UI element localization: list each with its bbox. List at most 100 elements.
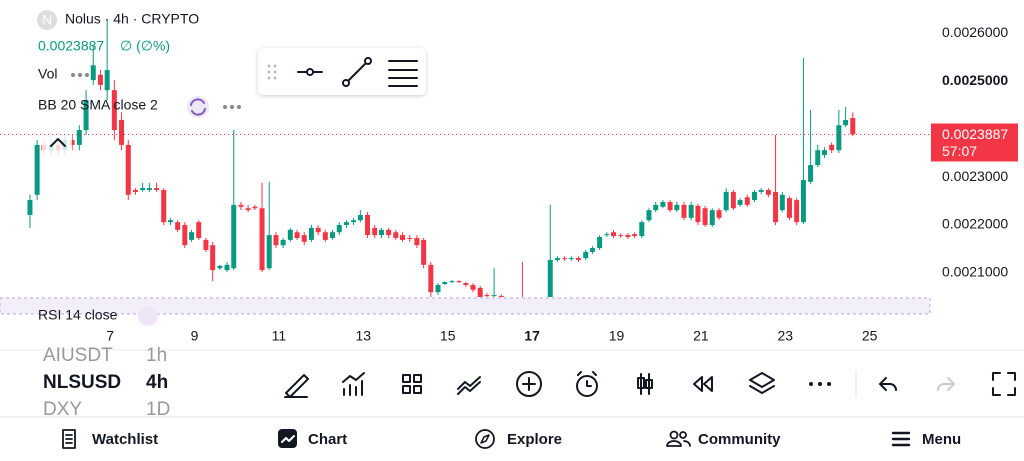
fullscreen[interactable]: [992, 372, 1016, 396]
x-tick-label: 9: [191, 328, 199, 344]
candle-body: [372, 227, 378, 236]
candle-body: [231, 204, 237, 269]
nav-item[interactable]: Community: [698, 431, 781, 448]
tool-add[interactable]: [516, 371, 542, 397]
rsi-label: RSI 14 close: [38, 307, 118, 323]
indicator[interactable]: Vol: [38, 66, 57, 82]
candle-body: [800, 179, 806, 223]
candle-body: [547, 260, 553, 297]
candle-body: [111, 90, 117, 131]
collapse-icon: [50, 138, 66, 147]
redo[interactable]: [937, 377, 955, 391]
candle-body: [322, 232, 328, 240]
watch-interval[interactable]: 4h: [146, 372, 168, 393]
candle-body: [786, 198, 792, 218]
candle-body: [224, 264, 230, 271]
watch-symbol[interactable]: DXY: [43, 399, 82, 420]
nav-item[interactable]: Explore: [507, 431, 562, 448]
watch-interval[interactable]: 1h: [146, 345, 167, 366]
countdown: 57:07: [942, 143, 977, 159]
tool-indicators[interactable]: [342, 372, 365, 396]
candle-body: [266, 235, 272, 269]
rsi-pane: [0, 297, 931, 315]
candle-body: [822, 150, 828, 155]
candle-body: [709, 210, 715, 226]
nav-icon-line: [281, 435, 295, 443]
tool-replay[interactable]: [693, 376, 713, 392]
tool-layers[interactable]: [749, 372, 775, 394]
drawing-toolbar: [258, 48, 426, 95]
candle-body: [850, 118, 856, 135]
nav-item[interactable]: Chart: [308, 431, 347, 448]
nav-icon-needle: [480, 434, 490, 444]
candle-body: [400, 235, 406, 240]
tool-fib[interactable]: [388, 60, 418, 87]
last-price: 0.0023887: [38, 38, 104, 54]
tool-hline[interactable]: [297, 68, 323, 76]
rsi-refresh[interactable]: [138, 306, 158, 326]
candle-body: [132, 190, 138, 192]
refresh-icon: [190, 98, 206, 116]
toolbar: [284, 371, 1016, 398]
candle-body: [815, 150, 821, 166]
tool-layout[interactable]: [402, 374, 422, 394]
candle-body: [456, 281, 462, 283]
candle-body: [273, 235, 279, 246]
candle-body: [308, 227, 314, 240]
axes: 0.0021000 0.0022000 0.0023000 0.0025000 0.00…: [106, 24, 1008, 344]
candle-body: [463, 283, 469, 286]
candle-body: [477, 287, 483, 297]
nav-icon[interactable]: [669, 430, 679, 440]
candle-body: [758, 190, 764, 192]
candle-body: [794, 200, 800, 223]
candle-body: [287, 229, 293, 240]
collapse[interactable]: [42, 128, 72, 156]
tool-draw[interactable]: [284, 374, 309, 398]
x-tick-label: 23: [777, 328, 793, 344]
candle-body: [315, 227, 321, 233]
symbol-title[interactable]: Nolus · 4h · CRYPTO: [65, 11, 199, 27]
watch-symbol[interactable]: NLSUSD: [43, 372, 121, 393]
candle-body: [245, 208, 251, 211]
x-tick-label: 15: [440, 328, 456, 344]
candle-body: [76, 130, 82, 145]
candle-body: [378, 229, 384, 236]
x-tick-label: 13: [356, 328, 372, 344]
tool-alert[interactable]: [576, 375, 598, 397]
tool-trendline[interactable]: [342, 57, 372, 87]
candle-body: [618, 235, 624, 237]
tool-compare[interactable]: [457, 376, 481, 395]
nav-icon[interactable]: [891, 431, 911, 447]
watch-interval[interactable]: 1D: [146, 399, 170, 420]
candle-body: [632, 234, 638, 237]
candle-body: [154, 188, 160, 191]
indicator[interactable]: BB 20 SMA close 2: [38, 97, 158, 113]
nav-item[interactable]: Menu: [922, 431, 961, 448]
candle-body: [779, 194, 785, 211]
undo[interactable]: [879, 377, 897, 391]
drag-handle[interactable]: [267, 64, 277, 80]
change: ∅ (∅%): [120, 38, 170, 54]
y-tick-label: 0.0022000: [942, 216, 1008, 232]
candle-body: [421, 239, 427, 265]
y-tick-label: 0.0025000: [942, 72, 1008, 88]
candle-body: [386, 229, 392, 236]
candle-body: [407, 237, 413, 239]
nav-icon[interactable]: [62, 429, 76, 449]
nav-item[interactable]: Watchlist: [92, 431, 158, 448]
candle-body: [484, 295, 490, 297]
candle-body: [470, 285, 476, 290]
more-dots[interactable]: [71, 73, 89, 77]
candle-body: [259, 208, 265, 271]
candle-body: [674, 204, 680, 211]
candle-body: [843, 119, 849, 126]
last-price-box: [931, 123, 1018, 162]
y-tick-label: 0.0023000: [942, 168, 1008, 184]
candle-body: [667, 201, 673, 211]
watch-symbol[interactable]: AIUSDT: [43, 345, 113, 366]
candle-body: [414, 237, 420, 246]
tool-candles[interactable]: [637, 373, 653, 395]
nav-icon[interactable]: [475, 429, 495, 449]
candle-body: [646, 210, 652, 221]
more-dots[interactable]: [223, 105, 241, 109]
